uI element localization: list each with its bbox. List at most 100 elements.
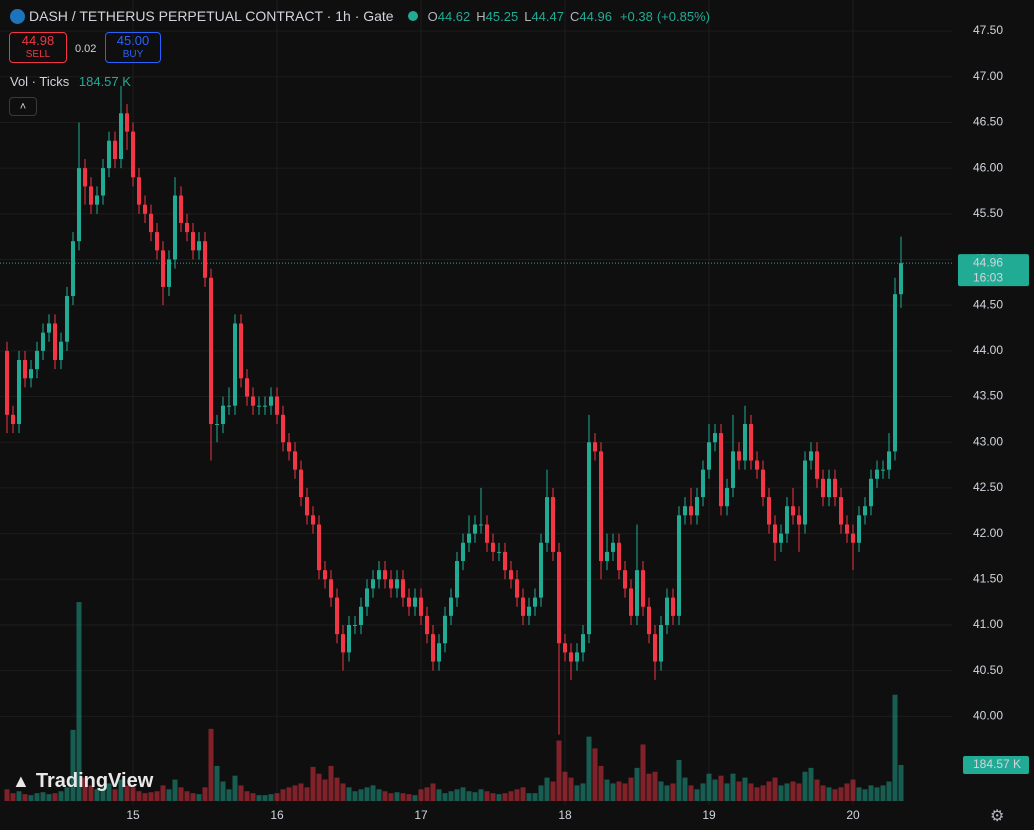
x-tick-label: 20 — [846, 808, 860, 822]
candle-body — [671, 597, 675, 616]
volume-bar — [766, 781, 772, 801]
candle-body — [821, 478, 825, 498]
candle-body — [173, 195, 177, 260]
candle-body — [365, 588, 369, 607]
sell-button[interactable]: 44.98 SELL — [9, 32, 67, 63]
candle-body — [293, 451, 297, 470]
candle-body — [215, 423, 219, 425]
candle-body — [35, 350, 39, 370]
candle-body — [347, 624, 351, 653]
candle-body — [335, 597, 339, 635]
candle-body — [731, 451, 735, 488]
y-tick-label: 47.50 — [973, 23, 1003, 37]
volume-bar — [742, 777, 748, 801]
volume-bar — [736, 781, 742, 801]
y-tick-label: 44.00 — [973, 343, 1003, 357]
volume-bar — [778, 785, 784, 801]
candle-body — [443, 615, 447, 644]
x-tick-label: 15 — [126, 808, 140, 822]
candle-body — [149, 213, 153, 233]
change-percent: (+0.85%) — [656, 8, 710, 24]
candle-body — [737, 451, 741, 461]
volume-bar — [142, 793, 148, 801]
volume-bar — [832, 789, 838, 801]
change: +0.38 — [619, 8, 653, 24]
candle-body — [785, 506, 789, 534]
sell-price: 44.98 — [21, 33, 55, 48]
volume-bar — [274, 793, 280, 801]
volume-bar — [508, 791, 514, 801]
volume-bar — [406, 794, 412, 801]
candle-body — [47, 323, 51, 333]
volume-bar — [112, 789, 118, 801]
candle-body — [485, 524, 489, 543]
candle-body — [317, 524, 321, 571]
y-tick-label: 41.00 — [973, 617, 1003, 631]
candle-body — [101, 168, 105, 196]
volume-bar — [226, 789, 232, 801]
candle-body — [827, 478, 831, 498]
y-tick-label: 42.00 — [973, 526, 1003, 540]
candle-body — [527, 606, 531, 616]
volume-bar — [514, 789, 520, 801]
volume-bar — [550, 781, 556, 801]
volume-bar — [796, 783, 802, 801]
buy-price: 45.00 — [116, 33, 150, 48]
settings-button[interactable]: ⚙ — [990, 808, 1005, 825]
candle-body — [611, 542, 615, 552]
candle-body — [455, 561, 459, 598]
buy-button[interactable]: 45.00 BUY — [105, 32, 161, 63]
candle-body — [167, 259, 171, 287]
volume-bar — [40, 792, 46, 801]
volume-bar — [202, 787, 208, 801]
volume-bar — [370, 785, 376, 801]
volume-tag — [963, 756, 1029, 775]
candle-body — [125, 113, 129, 132]
candle-body — [899, 263, 903, 295]
candle-body — [695, 497, 699, 516]
symbol-title[interactable]: DASH / TETHERUS PERPETUAL CONTRACT · 1h … — [29, 8, 394, 24]
candle-body — [29, 369, 33, 379]
candle-body — [143, 204, 147, 214]
volume-bar — [556, 740, 562, 801]
volume-bar — [412, 795, 418, 801]
volume-bar — [16, 791, 22, 801]
y-tick-label: 40.00 — [973, 709, 1003, 723]
candle-body — [245, 378, 249, 397]
candle-body — [287, 442, 291, 452]
volume-bar — [616, 781, 622, 801]
candle-body — [713, 433, 717, 443]
candle-body — [755, 460, 759, 470]
candle-body — [509, 570, 513, 580]
candle-body — [437, 643, 441, 662]
volume-bar — [322, 779, 328, 801]
candle-body — [743, 423, 747, 461]
volume-bar — [730, 773, 736, 801]
x-tick-label: 19 — [702, 808, 716, 822]
candle-body — [221, 405, 225, 424]
volume-bar — [280, 789, 286, 801]
volume-bar — [544, 777, 550, 801]
volume-bar — [130, 787, 136, 801]
candle-body — [161, 250, 165, 287]
candle-body — [893, 294, 897, 452]
candle-body — [107, 140, 111, 169]
candle-body — [653, 634, 657, 662]
volume-bar — [64, 787, 70, 801]
volume-bar — [10, 793, 16, 801]
candle-body — [545, 497, 549, 543]
volume-bar — [304, 787, 310, 801]
candle-body — [677, 515, 681, 616]
candle-body — [209, 277, 213, 424]
volume-bar — [862, 789, 868, 801]
volume-bar — [310, 766, 316, 801]
volume-bar — [298, 783, 304, 801]
volume-bar — [802, 771, 808, 801]
candle-body — [689, 506, 693, 516]
candle-body — [401, 579, 405, 598]
ohlc-value: 44.47 — [531, 8, 564, 24]
volume-bar — [148, 792, 154, 801]
collapse-button[interactable]: ˄ — [9, 97, 37, 116]
volume-bar — [868, 785, 874, 801]
